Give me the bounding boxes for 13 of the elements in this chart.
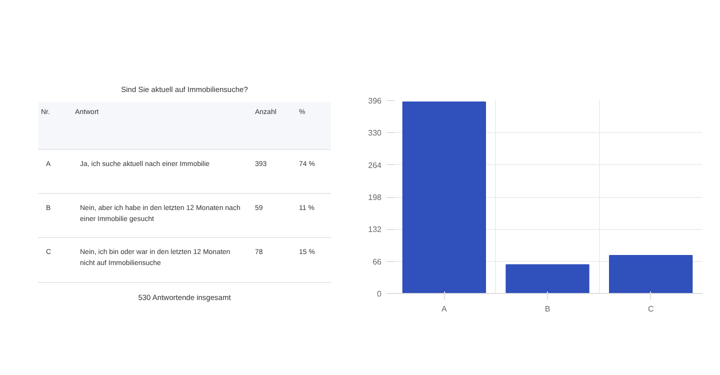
y-tick-label: 198 <box>368 193 382 202</box>
y-tick-label: 330 <box>368 128 382 138</box>
y-tick-label: 66 <box>372 257 382 266</box>
y-tick-label: 396 <box>368 96 382 106</box>
y-tick-label: 0 <box>377 290 382 298</box>
bar <box>506 264 590 294</box>
y-tick-label: 264 <box>368 160 382 170</box>
bar <box>402 101 486 294</box>
y-tick-label: 132 <box>368 225 382 234</box>
x-tick-label: C <box>648 304 654 314</box>
x-tick-label: A <box>442 304 448 314</box>
bar <box>609 254 693 294</box>
x-tick-label: B <box>544 304 550 314</box>
